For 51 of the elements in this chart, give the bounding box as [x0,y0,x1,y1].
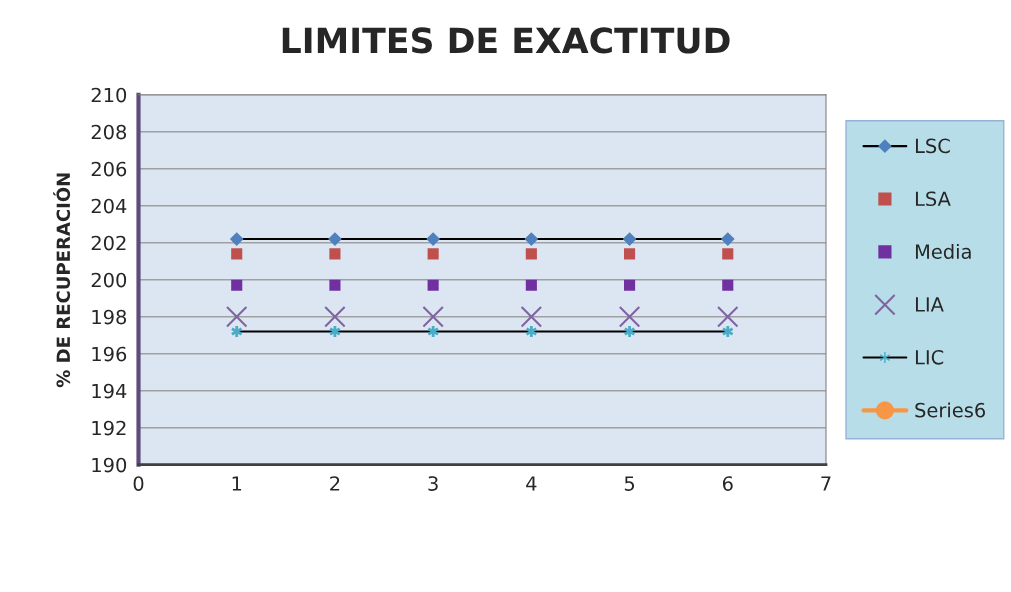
y-tick-label: 192 [92,420,126,436]
point [329,248,341,260]
point [722,248,734,260]
y-tick-label: 210 [91,87,127,103]
y-tick-label: 198 [92,309,127,325]
point [422,305,444,328]
y-tick-label: 208 [91,124,127,140]
x-tick-label: 6 [722,476,733,491]
point [717,305,739,328]
point [427,248,439,260]
point [721,232,735,246]
legend-label: Series6 [915,402,986,418]
x-tick-label: 2 [330,476,340,491]
legend-label: LIA [915,297,944,312]
point [324,305,346,328]
chart-title: LIMITES DE EXACTITUD [282,27,730,54]
point [427,279,439,291]
y-tick-label: 196 [92,346,127,362]
point [328,232,342,246]
legend-label: Media [915,243,971,259]
point [524,232,538,246]
point [329,279,341,291]
y-tick-label: 206 [91,161,127,177]
x-tick-label: 7 [821,476,831,491]
point [230,232,244,246]
point [525,248,537,260]
point [225,305,248,328]
y-tick-label: 204 [91,198,127,214]
y-tick-label: 190 [92,457,127,473]
x-tick-label: 1 [232,476,242,491]
point [426,232,440,246]
point [231,248,243,260]
y-tick-label: 194 [92,383,127,399]
x-tick-label: 0 [133,476,144,491]
point [525,279,537,291]
point [624,279,636,291]
y-axis-title: % DE RECUPERACIÓN [53,173,71,388]
x-tick-label: 4 [526,476,537,491]
point [520,305,543,328]
point [624,248,636,260]
y-tick-label: 202 [91,235,126,251]
point [618,305,641,328]
point [722,279,734,291]
x-tick-label: 3 [428,476,438,491]
y-tick-label: 200 [91,272,127,288]
point [622,232,637,246]
legend-label: LSA [915,191,951,207]
legend-label: LSC [915,138,950,154]
x-tick-label: 5 [624,476,635,491]
legend-label: LIC [915,349,944,365]
point [231,279,243,291]
